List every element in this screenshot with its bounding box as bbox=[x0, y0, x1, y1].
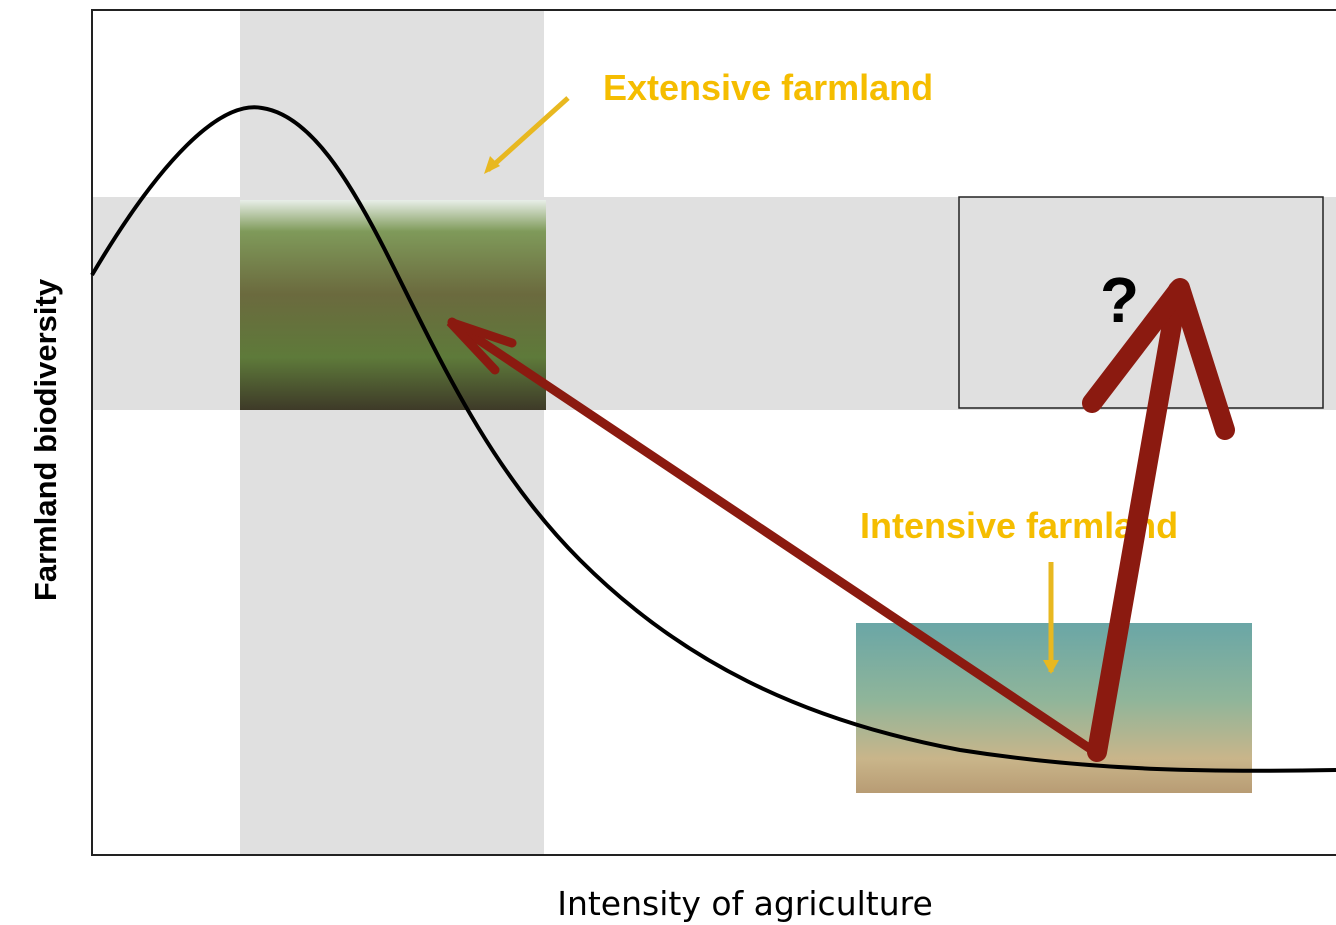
frame bbox=[91, 9, 1336, 856]
extensive-photo bbox=[240, 200, 546, 410]
pointer-head bbox=[484, 156, 500, 174]
y-axis-label: Farmland biodiversity bbox=[28, 278, 63, 601]
intensive-photo bbox=[856, 623, 1252, 793]
pointer bbox=[486, 96, 570, 172]
arrows bbox=[446, 278, 1235, 762]
shaded-band bbox=[240, 10, 544, 855]
curve bbox=[90, 105, 1336, 773]
question-mark: ? bbox=[1100, 264, 1139, 336]
pointer-head bbox=[1043, 660, 1059, 674]
extensive-label: Extensive farmland bbox=[603, 67, 933, 108]
x-axis-label: Intensity of agriculture bbox=[557, 884, 933, 923]
question-box bbox=[958, 196, 1324, 409]
